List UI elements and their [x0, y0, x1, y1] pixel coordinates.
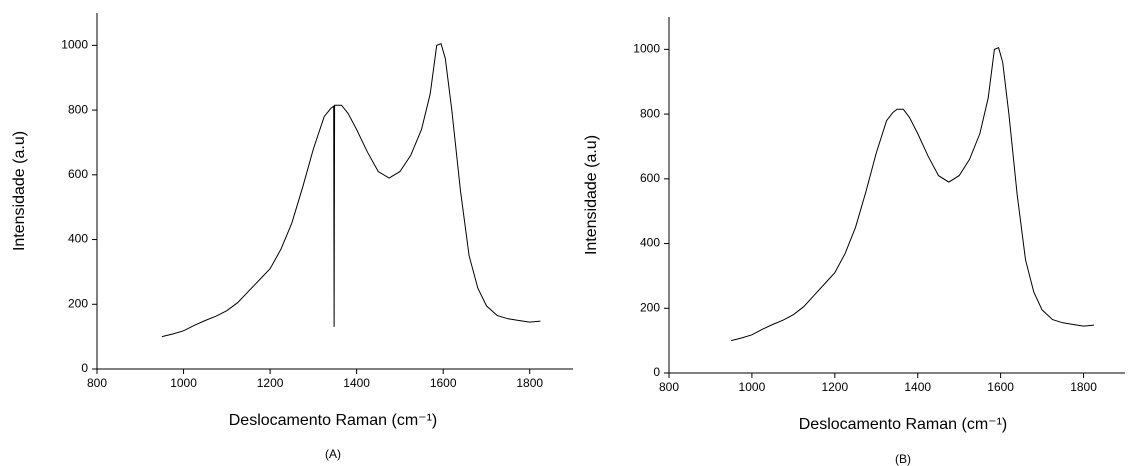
- x-axis-label: Deslocamento Raman (cm⁻¹): [799, 416, 1008, 433]
- y-tick-label: 200: [68, 296, 88, 310]
- y-tick-label: 1000: [61, 38, 88, 52]
- y-tick-label: 800: [640, 106, 660, 120]
- x-tick-label: 1000: [739, 380, 766, 394]
- x-tick-label: 800: [87, 376, 107, 390]
- x-tick-label: 1600: [987, 380, 1014, 394]
- y-axis-label: Intensidade (a.u): [583, 135, 600, 255]
- y-tick-label: 200: [640, 300, 660, 314]
- y-tick-label: 0: [81, 361, 88, 375]
- spectrum-line: [731, 47, 1094, 342]
- y-axis-label: Intensidade (a.u): [11, 131, 28, 251]
- y-tick-label: 600: [640, 171, 660, 185]
- y-tick-label: 400: [68, 232, 88, 246]
- y-tick-label: 400: [640, 236, 660, 250]
- x-tick-label: 1600: [430, 376, 457, 390]
- spectrum-line: [161, 43, 541, 338]
- x-tick-label: 1400: [343, 376, 370, 390]
- y-tick-label: 0: [653, 365, 660, 379]
- y-tick-label: 600: [68, 167, 88, 181]
- caption: (A): [325, 447, 341, 461]
- x-tick-label: 1800: [516, 376, 543, 390]
- x-tick-label: 1200: [257, 376, 284, 390]
- y-tick-label: 1000: [633, 42, 660, 56]
- x-axis-label: Deslocamento Raman (cm⁻¹): [229, 412, 438, 429]
- caption: (B): [895, 452, 911, 466]
- x-tick-label: 1200: [821, 380, 848, 394]
- x-tick-label: 800: [659, 380, 679, 394]
- x-tick-label: 1000: [170, 376, 197, 390]
- x-tick-label: 1800: [1070, 380, 1097, 394]
- x-tick-label: 1400: [904, 380, 931, 394]
- y-tick-label: 800: [68, 102, 88, 116]
